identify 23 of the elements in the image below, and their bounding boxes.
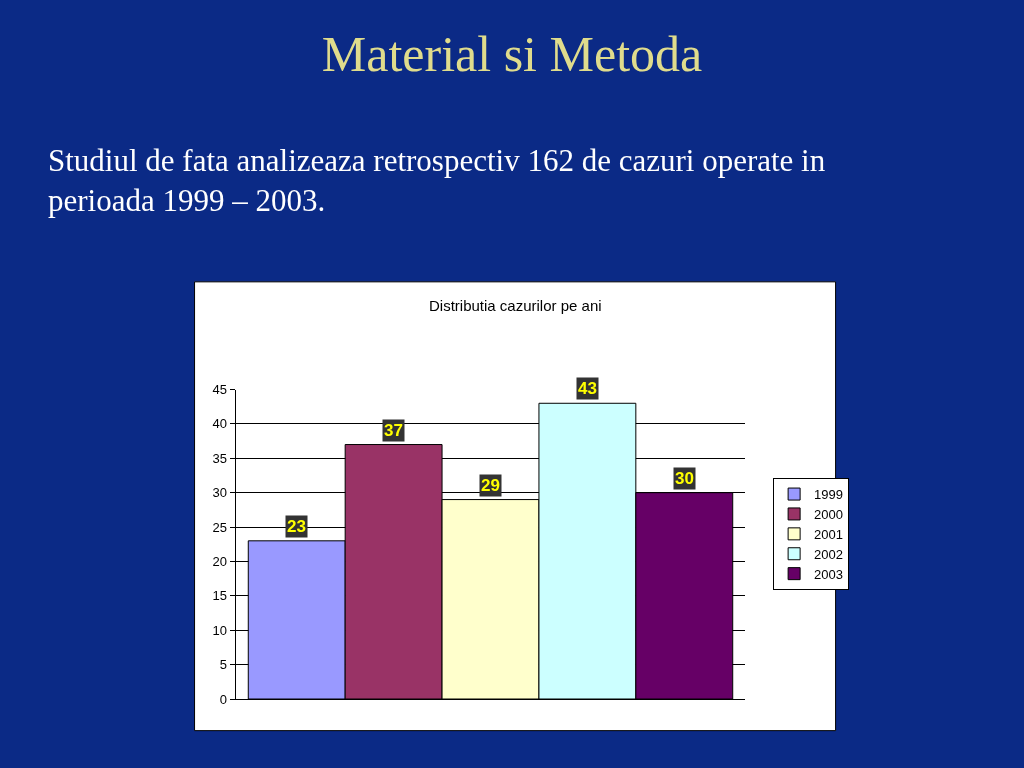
data-label: 23 [287,517,306,536]
legend-label: 1999 [814,487,844,503]
y-tick-label: 0 [219,691,227,707]
y-tick-label: 45 [212,382,227,398]
y-tick-label: 35 [212,450,227,466]
legend-label: 2003 [814,566,844,582]
y-tick-label: 5 [219,657,227,673]
data-label: 43 [578,379,597,398]
legend-label: 2001 [814,526,844,542]
legend-label: 2000 [814,507,844,523]
y-tick-label: 25 [212,519,227,535]
y-tick-label: 40 [212,416,227,432]
chart-title: Material si Metoda [321,26,703,83]
data-label: 30 [675,469,694,488]
chart-subtitle: Studiul de fata analizeaza retrospectiv 162 de cazuri operate in perioada 1999 – 2003. [48,143,826,219]
y-tick-label: 10 [212,622,227,638]
data-label: 37 [384,421,403,440]
y-tick-label: 15 [212,588,227,604]
y-tick-label: 20 [212,554,227,570]
data-label: 29 [481,476,500,495]
text: Distributia cazurilor pe ani [429,297,602,314]
y-tick-label: 30 [212,485,227,501]
legend-label: 2002 [814,546,844,562]
